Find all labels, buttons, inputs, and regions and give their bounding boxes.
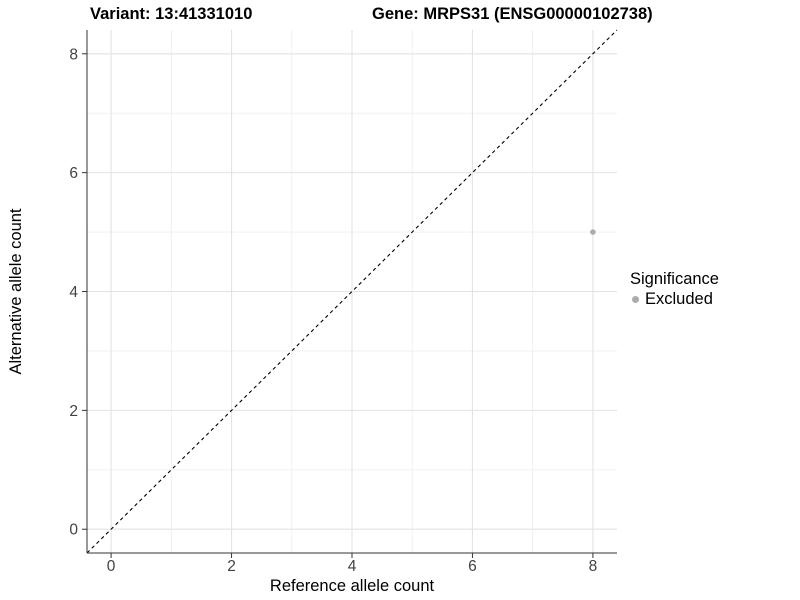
legend-title: Significance bbox=[630, 270, 719, 288]
data-point bbox=[590, 229, 596, 235]
y-tick-label: 8 bbox=[69, 46, 78, 63]
y-tick-label: 6 bbox=[69, 165, 78, 182]
x-tick-label: 2 bbox=[227, 558, 236, 575]
legend-item-excluded: Excluded bbox=[630, 290, 719, 309]
x-tick-label: 8 bbox=[589, 558, 598, 575]
identity-reference-line-layer bbox=[86, 29, 618, 554]
legend: Significance Excluded bbox=[630, 270, 719, 309]
legend-item-label: Excluded bbox=[645, 290, 713, 308]
gridlines-major bbox=[87, 30, 617, 553]
x-tick-label: 6 bbox=[468, 558, 477, 575]
plot-title-variant: Variant: 13:41331010 bbox=[90, 5, 253, 23]
axis-tick-labels-layer: 0 2 4 6 8 0 2 4 6 8 bbox=[69, 46, 597, 575]
y-tick-label: 4 bbox=[69, 284, 78, 301]
data-points-layer bbox=[590, 229, 596, 235]
x-tick-label: 4 bbox=[348, 558, 357, 575]
axis-ticks-layer bbox=[82, 53, 594, 558]
y-axis-title: Alternative allele count bbox=[7, 208, 25, 374]
identity-reference-line bbox=[86, 29, 618, 554]
plot-title-gene: Gene: MRPS31 (ENSG00000102738) bbox=[372, 5, 653, 23]
y-tick-label: 0 bbox=[69, 522, 78, 539]
y-tick-label: 2 bbox=[69, 403, 78, 420]
x-axis-title: Reference allele count bbox=[270, 577, 435, 595]
x-tick-label: 0 bbox=[107, 558, 116, 575]
legend-dot-icon bbox=[632, 296, 639, 303]
